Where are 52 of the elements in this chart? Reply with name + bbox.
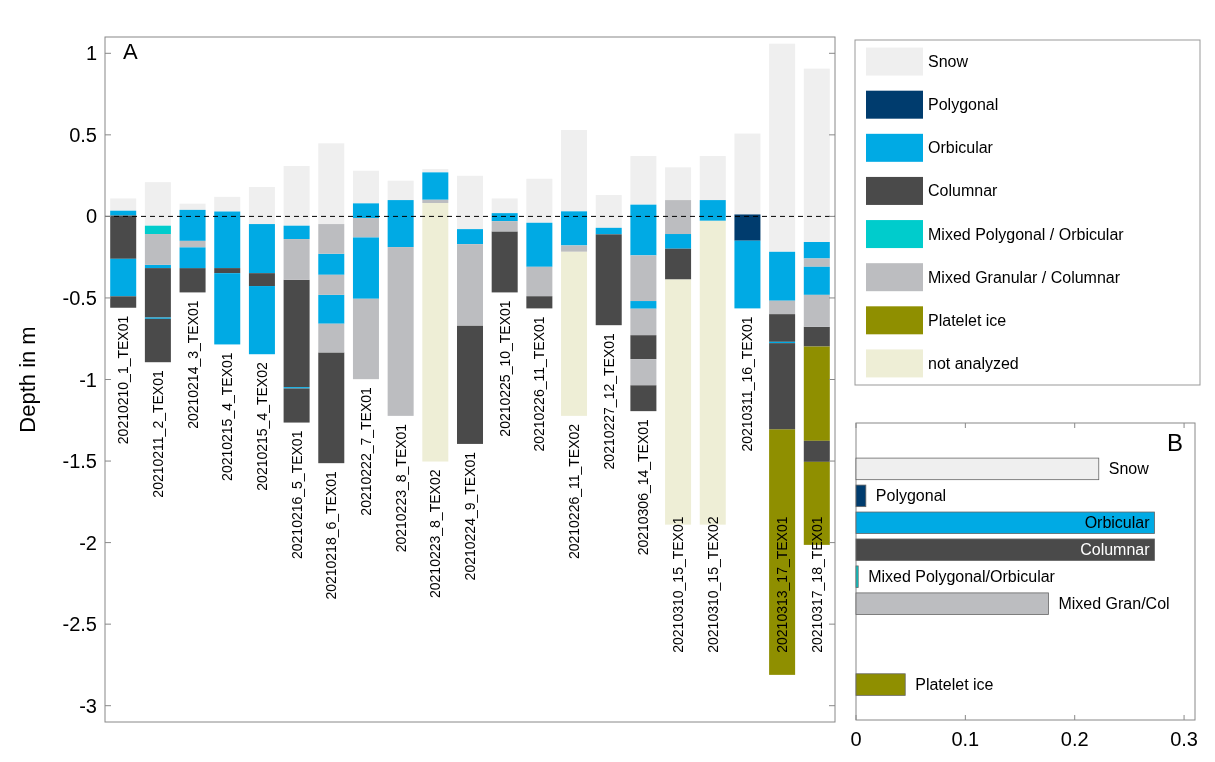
y-tick-label: -2 (79, 531, 97, 554)
category-label: Snow (1108, 460, 1149, 478)
category-label: Polygonal (875, 487, 947, 505)
x-tick-label: 20210216_5_TEX01 (288, 430, 305, 560)
x-tick-label: 20210211_2_TEX01 (149, 370, 166, 498)
legend-label: Orbicular (928, 139, 994, 157)
legend-label: Platelet ice (928, 311, 1007, 329)
y-tick-label: -1 (79, 368, 97, 391)
legend-label: Snow (928, 53, 969, 71)
category-label: Platelet ice (915, 676, 994, 694)
x-tick-label: 20210225_10_TEX01 (496, 300, 513, 437)
category-label: Mixed Polygonal/Orbicular (868, 568, 1055, 586)
annotation: A (123, 39, 138, 64)
legend-label: Mixed Granular / Columnar (928, 268, 1121, 286)
x-tick-label: 20210306_14_TEX01 (635, 418, 652, 556)
x-tick-label: 20210317_18_TEX01 (808, 516, 825, 653)
y-tick-label: -0.5 (62, 286, 97, 309)
category-label: Columnar (1080, 541, 1150, 559)
x-tick-label: 20210210_1_TEX01 (115, 315, 132, 445)
x-tick-label: 20210311_16_TEX01 (739, 316, 756, 452)
x-tick-label: 0.2 (1060, 728, 1089, 750)
y-tick-label: -3 (79, 694, 97, 717)
x-tick-label: 20210223_8_TEX01 (392, 423, 409, 553)
x-tick-label: 20210215_4_TEX01 (219, 352, 236, 481)
y-tick-label: -2.5 (62, 613, 97, 636)
x-tick-label: 20210223_8_TEX02 (427, 469, 444, 598)
x-tick-label: 20210222_7_TEX01 (357, 386, 374, 516)
y-tick-label: 0 (85, 205, 97, 228)
x-tick-label: 20210226_11_TEX01 (531, 316, 548, 452)
category-label: Orbicular (1084, 514, 1150, 532)
x-tick-label: 20210227_12_TEX01 (600, 332, 617, 470)
y-tick-label: -1.5 (62, 450, 97, 473)
y-tick-label: 1 (85, 42, 97, 65)
category-label: Mixed Gran/Col (1058, 595, 1170, 613)
legend-label: not analyzed (928, 354, 1019, 372)
annotation: B (1166, 429, 1183, 456)
x-tick-label: 20210313_17_TEX01 (774, 516, 791, 653)
x-tick-label: 20210218_6_TEX01 (323, 470, 340, 600)
x-tick-label: 0.3 (1170, 728, 1198, 750)
x-tick-label: 20210214_3_TEX01 (184, 300, 201, 429)
x-tick-label: 20210226_11_TEX02 (566, 423, 583, 560)
x-tick-label: 20210224_9_TEX01 (462, 451, 478, 581)
x-tick-label: 20210310_15_TEX02 (704, 516, 721, 653)
y-axis-title: Depth in m (15, 326, 40, 433)
x-tick-label: 20210310_15_TEX01 (670, 516, 687, 653)
x-tick-label: 0.1 (951, 728, 980, 750)
x-tick-label: 0 (850, 728, 862, 750)
y-tick-label: 0.5 (69, 123, 97, 146)
legend-label: Polygonal (928, 96, 999, 114)
legend-label: Mixed Polygonal / Orbicular (928, 225, 1125, 243)
legend-label: Columnar (928, 182, 999, 200)
x-tick-label: 20210215_4_TEX02 (253, 362, 270, 491)
